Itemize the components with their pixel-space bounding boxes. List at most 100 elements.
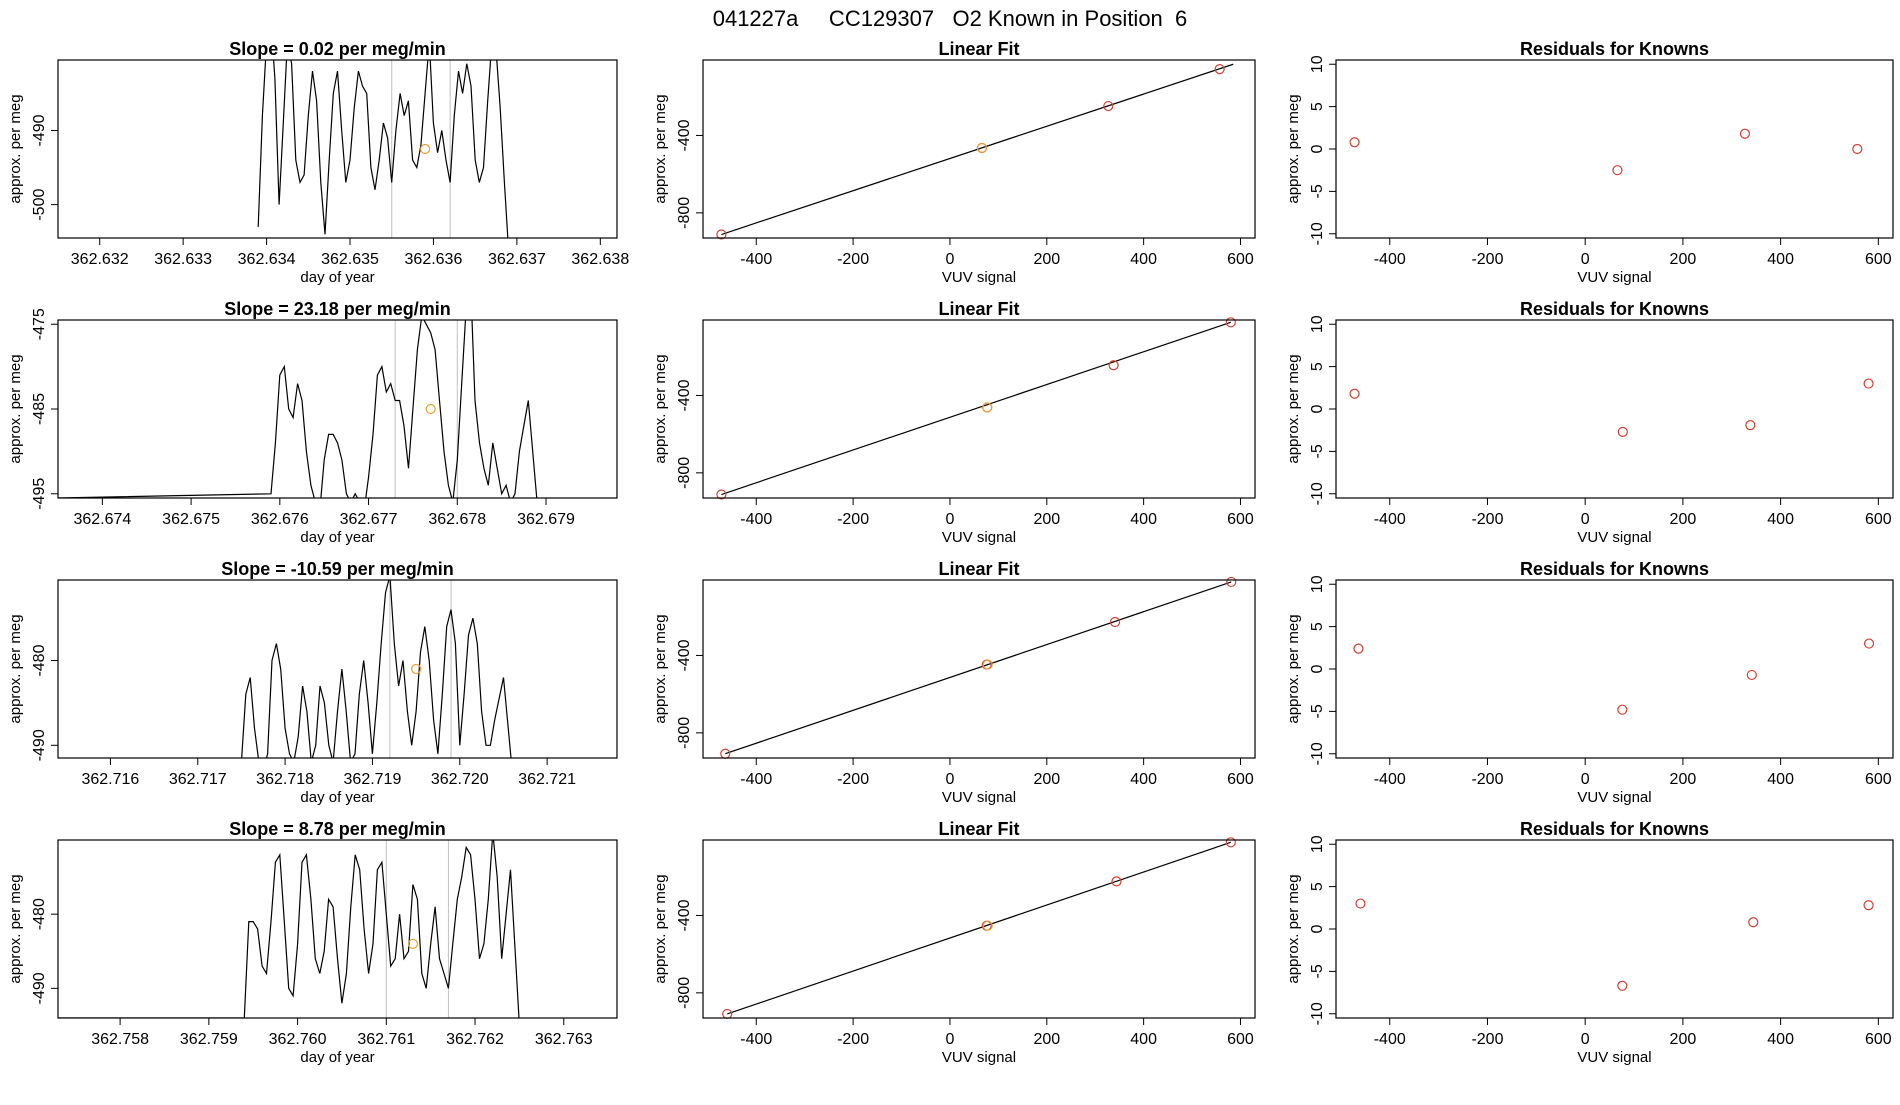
x-tick-label: 200	[1033, 511, 1060, 528]
x-tick-label: -400	[1374, 771, 1406, 788]
y-tick-label: -5	[1309, 184, 1326, 198]
y-tick-label: -495	[31, 478, 48, 510]
y-axis-label: approx. per meg	[1285, 874, 1302, 983]
sample-point	[982, 920, 993, 931]
panel-title: Slope = 8.78 per meg/min	[229, 819, 446, 839]
panel-title: Slope = -10.59 per meg/min	[221, 559, 454, 579]
y-tick-label: -5	[1309, 964, 1326, 978]
data-point	[1103, 100, 1114, 112]
panel-title: Linear Fit	[938, 559, 1019, 579]
x-tick-label: -400	[740, 251, 772, 268]
data-point	[1617, 704, 1628, 715]
x-tick-label: 362.678	[428, 511, 486, 528]
y-axis-label: approx. per meg	[7, 874, 24, 983]
panel-title: Linear Fit	[938, 819, 1019, 839]
x-tick-label: 400	[1130, 771, 1157, 788]
x-tick-label: 362.721	[518, 771, 576, 788]
x-tick-label: -200	[1471, 511, 1503, 528]
plot-frame	[702, 839, 1256, 1019]
panel-title: Slope = 23.18 per meg/min	[224, 299, 451, 319]
data-point	[1353, 643, 1364, 654]
y-tick-label: -475	[31, 308, 48, 340]
x-tick-label: 400	[1130, 511, 1157, 528]
y-tick-label: -490	[31, 729, 48, 761]
y-tick-label: -400	[676, 119, 693, 151]
panel-trace: Slope = 23.18 per meg/min 362.674 362.675 3…	[7, 299, 618, 546]
x-axis-label: day of year	[300, 269, 374, 286]
x-axis-label: VUV signal	[1577, 789, 1651, 806]
x-tick-label: 362.761	[357, 1031, 415, 1048]
y-tick-label: -800	[676, 977, 693, 1009]
panel-title: Residuals for Knowns	[1520, 39, 1709, 59]
data-series-line	[257, 60, 509, 238]
panel-residuals: Residuals for Knowns -400 -200 0 200 400 600 -1…	[1285, 299, 1894, 546]
panel-trace: Slope = 8.78 per meg/min 362.758 362.759 36…	[7, 819, 618, 1066]
plot-frame	[57, 579, 618, 759]
y-axis-label: approx. per meg	[652, 94, 669, 203]
x-axis-label: VUV signal	[942, 529, 1016, 546]
sample-point	[982, 659, 993, 670]
x-tick-label: -200	[837, 1031, 869, 1048]
x-tick-label: 362.762	[446, 1031, 504, 1048]
x-tick-label: 0	[1581, 771, 1590, 788]
y-tick-label: 5	[1309, 362, 1326, 371]
data-point	[1746, 669, 1757, 681]
y-tick-label: 5	[1309, 882, 1326, 891]
sample-point	[420, 143, 431, 155]
plot-frame	[57, 319, 618, 499]
x-tick-label: -200	[1471, 1031, 1503, 1048]
x-tick-label: 400	[1130, 251, 1157, 268]
panel-linear-fit: Linear Fit -400 -200 0 200 400 600 -800 -400 VUV …	[652, 819, 1256, 1066]
x-tick-label: 362.763	[535, 1031, 593, 1048]
x-tick-label: -400	[740, 1031, 772, 1048]
data-point	[1748, 917, 1759, 928]
y-tick-label: 0	[1309, 664, 1326, 673]
x-tick-label: 362.720	[431, 771, 489, 788]
data-series-line	[58, 320, 538, 498]
x-tick-label: 200	[1670, 511, 1697, 528]
y-tick-label: -10	[1309, 742, 1326, 765]
x-tick-label: 600	[1865, 511, 1892, 528]
plot-frame	[57, 59, 618, 239]
x-tick-label: 0	[945, 1031, 954, 1048]
x-tick-label: 362.679	[517, 511, 575, 528]
fit-line	[725, 581, 1232, 755]
y-tick-label: 0	[1309, 404, 1326, 413]
x-tick-label: 362.634	[238, 251, 296, 268]
panel-trace: Slope = -10.59 per meg/min 362.716 362.717…	[7, 559, 618, 806]
x-tick-label: -200	[837, 251, 869, 268]
data-point	[1349, 137, 1360, 148]
y-tick-label: -400	[676, 899, 693, 931]
panel-residuals: Residuals for Knowns -400 -200 0 200 400 600 -1…	[1285, 559, 1894, 806]
x-tick-label: 400	[1767, 251, 1794, 268]
x-tick-label: 362.717	[169, 771, 227, 788]
y-tick-label: -480	[31, 898, 48, 930]
x-tick-label: -400	[740, 771, 772, 788]
x-tick-label: 362.675	[162, 511, 220, 528]
plot-frame	[702, 579, 1256, 759]
y-axis-label: approx. per meg	[1285, 354, 1302, 463]
sample-point	[407, 938, 419, 949]
x-tick-label: 362.760	[269, 1031, 327, 1048]
x-tick-label: 0	[1581, 511, 1590, 528]
data-point	[1225, 317, 1236, 328]
y-tick-label: -480	[31, 644, 48, 676]
x-tick-label: -400	[740, 511, 772, 528]
y-tick-label: -800	[676, 197, 693, 229]
x-tick-label: 362.632	[71, 251, 129, 268]
plot-frame	[702, 59, 1256, 239]
x-tick-label: 600	[1865, 771, 1892, 788]
x-tick-label: -400	[1374, 251, 1406, 268]
y-tick-label: -490	[31, 972, 48, 1004]
data-point	[1617, 426, 1628, 437]
data-series-line	[58, 840, 520, 1018]
data-point	[1111, 876, 1122, 887]
plot-frame	[57, 839, 618, 1019]
x-tick-label: 0	[945, 511, 954, 528]
x-tick-label: 400	[1767, 511, 1794, 528]
data-point	[1863, 378, 1874, 389]
y-tick-label: 10	[1309, 575, 1326, 593]
plot-frame	[1335, 579, 1894, 759]
